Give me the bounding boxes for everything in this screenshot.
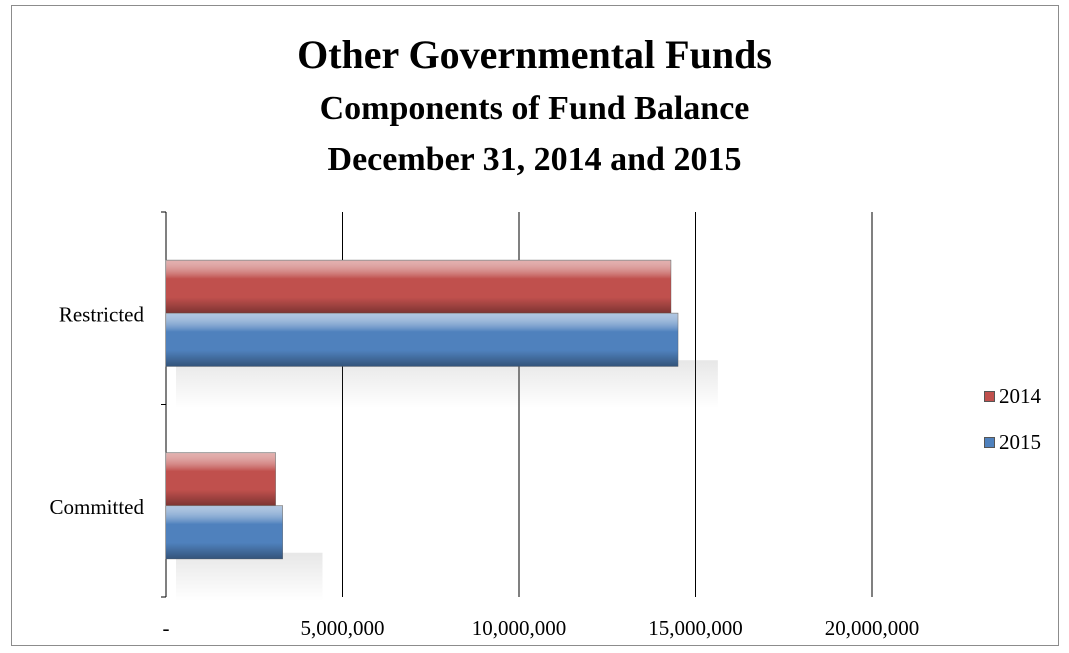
x-tick-label: 15,000,000 xyxy=(648,616,743,640)
x-tick-label: - xyxy=(163,616,170,640)
bar-shade xyxy=(166,313,678,366)
legend-label-2015: 2015 xyxy=(999,430,1041,455)
category-label-committed: Committed xyxy=(50,495,145,519)
bar-shade xyxy=(166,453,275,506)
bar-shadow xyxy=(176,553,322,601)
x-tick-label: 10,000,000 xyxy=(472,616,567,640)
legend-swatch-2015 xyxy=(984,437,995,448)
chart-legend: 2014 2015 xyxy=(984,384,1041,476)
bar-shade xyxy=(166,260,671,313)
bar-shadow xyxy=(176,360,718,408)
x-tick-label: 5,000,000 xyxy=(301,616,385,640)
category-label-restricted: Restricted xyxy=(59,302,145,326)
bar-shade xyxy=(166,506,282,559)
x-tick-label: 20,000,000 xyxy=(825,616,920,640)
legend-swatch-2014 xyxy=(984,391,995,402)
legend-item-2015: 2015 xyxy=(984,430,1041,454)
legend-label-2014: 2014 xyxy=(999,384,1041,409)
legend-item-2014: 2014 xyxy=(984,384,1041,408)
